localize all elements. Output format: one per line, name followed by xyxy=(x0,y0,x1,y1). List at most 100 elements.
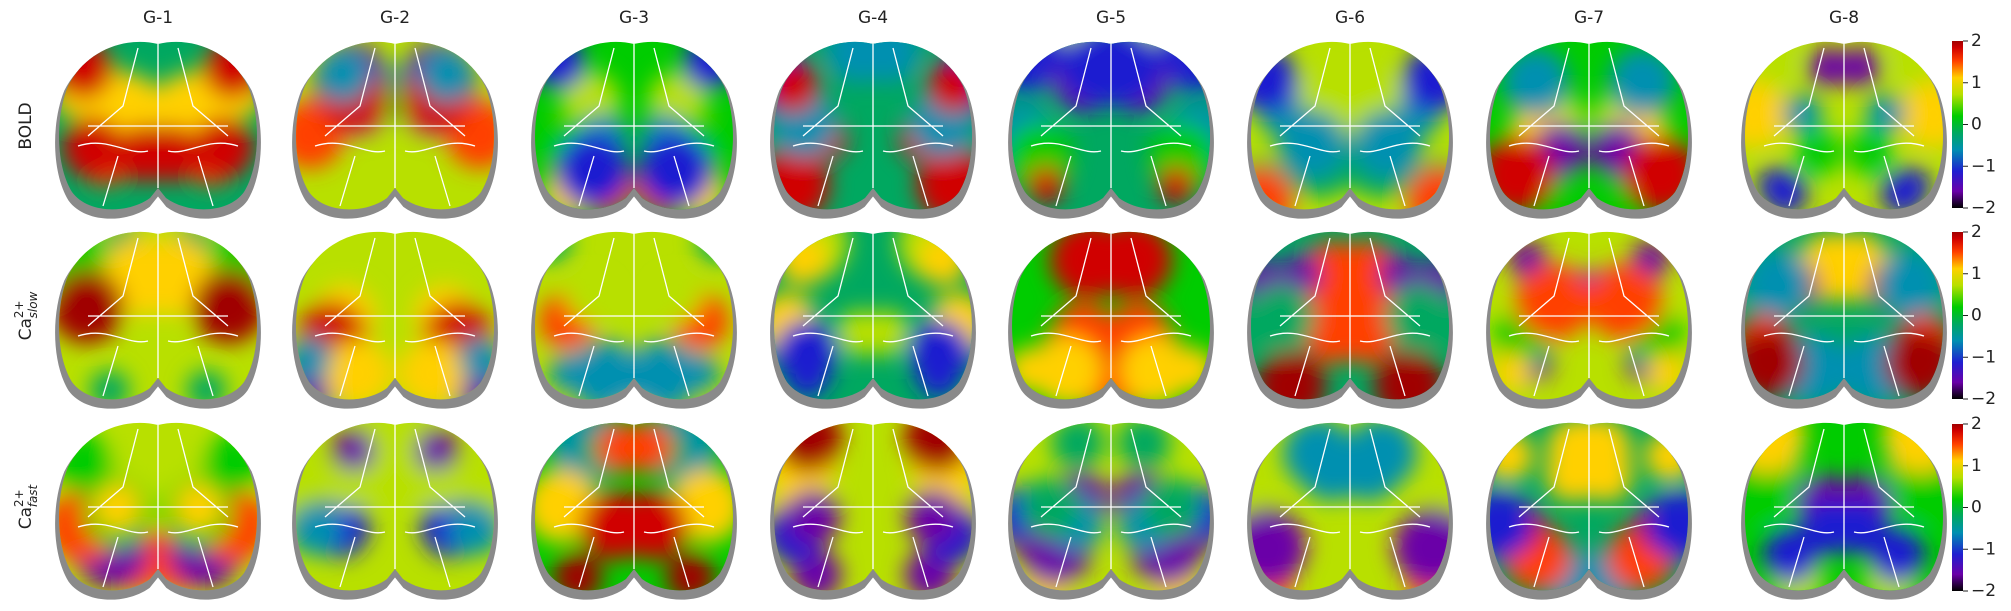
brain-blob xyxy=(1490,490,1534,559)
brain-blob xyxy=(419,48,474,103)
brain-map xyxy=(1008,231,1214,409)
colorbar-tick-label: 0 xyxy=(1971,306,1982,326)
brain-blob xyxy=(1646,352,1685,391)
brain-outline xyxy=(792,234,954,397)
colorbar xyxy=(1952,232,1963,399)
row-label: Ca2+fast xyxy=(12,483,40,529)
brain-blob xyxy=(1644,490,1688,559)
colorbar-tick-label: 0 xyxy=(1971,115,1982,135)
colorbar-tick-label: 0 xyxy=(1971,498,1982,518)
brain-blob xyxy=(1027,166,1065,204)
column-title: G-7 xyxy=(1574,8,1604,28)
brain-blob xyxy=(638,132,713,208)
brain-map xyxy=(531,41,737,219)
brain-map xyxy=(770,231,976,409)
brain-outline xyxy=(314,44,476,207)
brain-blob xyxy=(1304,307,1361,364)
brain-map xyxy=(1486,41,1692,219)
brain-outline xyxy=(1030,234,1192,397)
brain-blobs xyxy=(1251,48,1449,210)
brain-outline xyxy=(1763,44,1925,207)
brain-map xyxy=(55,231,261,409)
brain-line xyxy=(1030,234,1192,397)
brain-line xyxy=(1508,425,1670,588)
brain-blob xyxy=(89,370,130,400)
brain-outline xyxy=(792,44,954,207)
colorbar xyxy=(1952,424,1963,591)
brain-blob xyxy=(774,422,842,473)
brain-line xyxy=(314,44,476,207)
brain-outline xyxy=(77,425,239,588)
colorbar-tick-label: 2 xyxy=(1971,414,1982,434)
brain-map xyxy=(531,231,737,409)
brain-map xyxy=(55,422,261,600)
brain-blob xyxy=(1801,499,1857,555)
brain-line xyxy=(1030,425,1192,588)
brain-blob xyxy=(1282,255,1321,295)
row-label-sup: 2+ xyxy=(12,489,26,507)
brain-blob xyxy=(316,48,371,103)
brain-map xyxy=(1486,422,1692,600)
brain-blob xyxy=(774,147,830,210)
colorbar xyxy=(1952,41,1963,208)
brain-map xyxy=(1741,422,1947,600)
brain-blob xyxy=(423,468,464,509)
row-label-base: Ca xyxy=(16,318,36,340)
brain-blob xyxy=(1745,81,1788,148)
brain-blob xyxy=(1251,284,1316,352)
brain-blob xyxy=(1782,94,1822,133)
brain-outline xyxy=(314,425,476,588)
colorbar-tick-label: 2 xyxy=(1971,31,1982,51)
column-title: G-2 xyxy=(380,8,410,28)
brain-blobs xyxy=(1490,422,1688,591)
brain-blob xyxy=(908,319,971,383)
brain-blob xyxy=(1586,263,1663,340)
brain-blob xyxy=(1384,284,1449,352)
brain-blob xyxy=(59,41,113,99)
brain-map xyxy=(1008,41,1214,219)
brain-map xyxy=(1247,422,1453,600)
brain-map xyxy=(55,41,261,219)
brain-blob xyxy=(825,41,889,83)
brain-blob xyxy=(1251,508,1307,587)
brain-blob xyxy=(927,60,972,113)
brain-line xyxy=(553,425,715,588)
row-label: BOLD xyxy=(16,102,36,149)
brain-outline xyxy=(553,425,715,588)
brain-map xyxy=(1008,422,1214,600)
brain-blob xyxy=(1794,128,1842,176)
brain-blob xyxy=(1379,255,1418,295)
brain-line xyxy=(1763,44,1925,207)
brain-blob xyxy=(59,269,124,344)
brain-blobs xyxy=(1012,41,1210,204)
colorbar-tick-label: 1 xyxy=(1971,456,1982,476)
brain-blob xyxy=(1866,94,1906,133)
brain-outline xyxy=(77,234,239,397)
column-title: G-4 xyxy=(858,8,888,28)
brain-line xyxy=(1269,425,1431,588)
brain-blob xyxy=(682,41,733,90)
brain-line xyxy=(1269,44,1431,207)
colorbar-tick-label: −1 xyxy=(1971,539,1996,559)
row-label: Ca2+slow xyxy=(12,291,40,340)
colorbar-tick-label: 2 xyxy=(1971,222,1982,242)
brain-blobs xyxy=(296,424,494,558)
row-label-sup: 2+ xyxy=(12,300,26,318)
brain-map xyxy=(770,422,976,600)
brain-blob xyxy=(203,41,257,99)
brain-blob xyxy=(555,132,630,208)
brain-line xyxy=(792,425,954,588)
brain-line xyxy=(1763,425,1925,588)
brain-blob xyxy=(326,468,367,509)
brain-blob xyxy=(904,422,972,473)
brain-blob xyxy=(1745,250,1813,318)
brain-blob xyxy=(774,60,819,113)
brain-blob xyxy=(296,502,342,556)
brain-blobs xyxy=(1493,240,1685,391)
brain-map xyxy=(292,41,498,219)
brain-blob xyxy=(1157,166,1195,204)
brain-blob xyxy=(1060,41,1137,106)
brain-outline xyxy=(314,234,476,397)
brain-blob xyxy=(905,489,962,545)
